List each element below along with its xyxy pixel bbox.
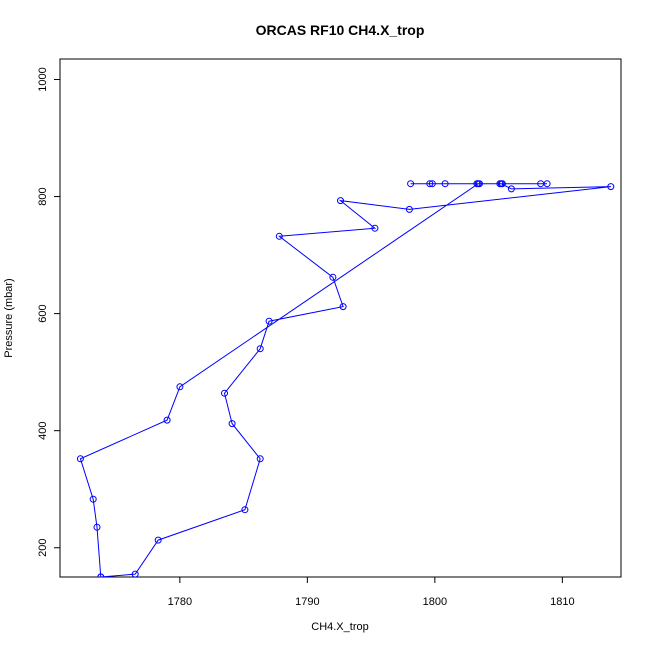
data-point xyxy=(496,180,504,188)
series-line xyxy=(79,183,611,577)
data-point xyxy=(428,180,436,188)
y-tick-label: 600 xyxy=(37,304,49,322)
data-point xyxy=(426,180,434,188)
data-point xyxy=(76,455,84,463)
x-axis: 1780 1790 1800 1810 xyxy=(168,577,575,608)
data-point xyxy=(131,570,139,577)
y-tick-label: 800 xyxy=(37,187,49,205)
data-point xyxy=(154,536,162,544)
plot-frame xyxy=(59,58,622,578)
x-tick-label: 1800 xyxy=(423,596,447,608)
data-point xyxy=(228,420,236,428)
y-axis-label: Pressure (mbar) xyxy=(3,278,15,357)
y-axis: 200 400 600 800 1000 xyxy=(37,67,60,557)
x-tick-label: 1780 xyxy=(168,596,192,608)
data-point xyxy=(329,273,337,281)
y-tick-label: 400 xyxy=(37,421,49,439)
data-point xyxy=(407,180,415,188)
data-point xyxy=(256,345,264,353)
x-axis-label: CH4.X_trop xyxy=(311,621,368,633)
data-point xyxy=(275,232,283,240)
chart-title: ORCAS RF10 CH4.X_trop xyxy=(256,22,425,38)
data-point xyxy=(176,383,184,391)
data-point xyxy=(371,224,379,232)
data-point xyxy=(507,185,515,193)
y-tick-label: 200 xyxy=(37,539,49,557)
data-point xyxy=(498,180,506,188)
plot-area xyxy=(76,180,615,577)
x-tick-label: 1790 xyxy=(295,596,319,608)
data-point xyxy=(337,197,344,205)
data-point xyxy=(256,455,264,463)
data-point xyxy=(241,506,249,514)
data-point xyxy=(93,523,101,531)
data-point xyxy=(97,573,105,577)
data-point xyxy=(607,183,615,191)
x-tick-label: 1810 xyxy=(550,596,574,608)
data-point xyxy=(405,205,413,213)
y-tick-label: 1000 xyxy=(37,67,49,91)
data-point xyxy=(221,389,228,397)
data-point xyxy=(543,180,551,188)
data-point xyxy=(441,180,449,188)
data-point xyxy=(339,303,347,311)
data-point xyxy=(89,495,97,503)
data-point xyxy=(265,317,273,325)
data-point xyxy=(163,416,171,424)
data-point xyxy=(474,180,482,188)
